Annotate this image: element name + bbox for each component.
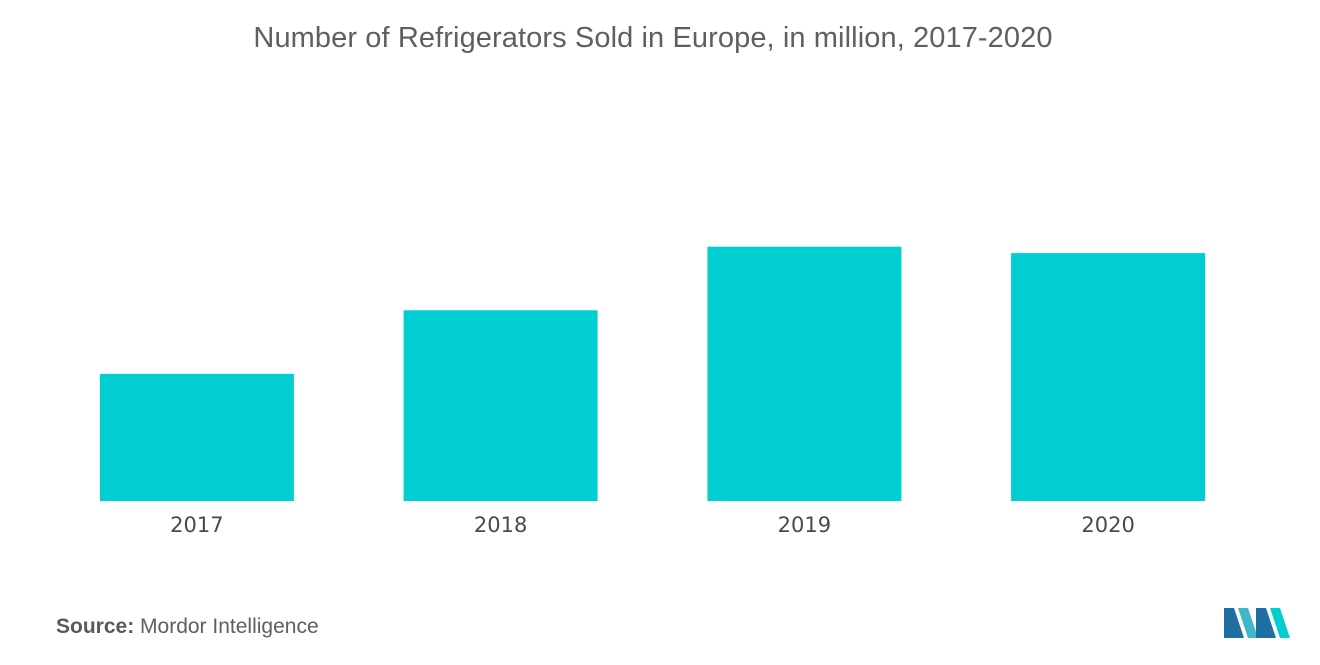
source-label: Source: [56, 615, 135, 638]
bar-2020 [1011, 253, 1206, 501]
bar-2017 [99, 373, 294, 501]
mordor-intelligence-logo-icon [1224, 608, 1290, 638]
x-tick-label-2020: 2020 [1081, 513, 1134, 537]
bars-layer [99, 246, 1206, 501]
bar-2019 [707, 246, 902, 501]
source-note: Source: Mordor Intelligence [56, 615, 319, 639]
x-tick-labels: 2017 2018 2019 2020 [170, 513, 1135, 537]
x-tick-label-2019: 2019 [778, 513, 831, 537]
bar-2018 [403, 310, 598, 501]
x-tick-label-2018: 2018 [474, 513, 527, 537]
x-tick-label-2017: 2017 [170, 513, 223, 537]
source-text: Mordor Intelligence [140, 615, 319, 638]
chart-title: Number of Refrigerators Sold in Europe, … [253, 22, 1053, 54]
